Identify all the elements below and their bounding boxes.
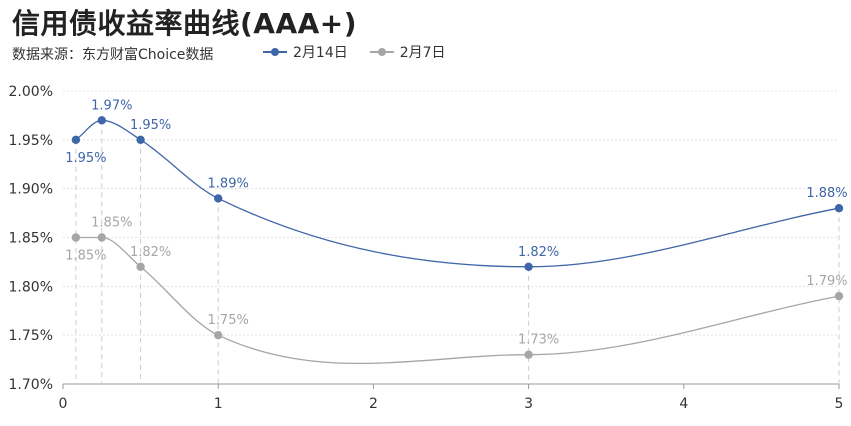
- data-point: [214, 194, 223, 203]
- data-point: [834, 291, 844, 301]
- data-label: 1.85%: [65, 249, 106, 264]
- x-tick-label: 0: [59, 396, 68, 412]
- y-tick-label: 1.85%: [9, 231, 53, 247]
- data-point: [524, 262, 533, 271]
- y-tick-label: 1.75%: [9, 328, 53, 344]
- series-line-2: [75, 236, 840, 365]
- legend: 2月14日 2月7日: [263, 42, 468, 62]
- data-label: 1.82%: [518, 245, 559, 260]
- y-tick-label: 1.95%: [9, 133, 53, 149]
- legend-marker-series-2: [369, 45, 394, 59]
- data-point: [834, 204, 844, 213]
- y-tick-label: 2.00%: [9, 84, 53, 100]
- data-label: 1.82%: [130, 245, 171, 260]
- data-source: 数据来源：东方财富Choice数据: [12, 47, 214, 63]
- data-label: 1.85%: [91, 216, 132, 231]
- series-line-1: [75, 119, 840, 268]
- data-label: 1.73%: [518, 333, 559, 348]
- x-tick-label: 1: [214, 396, 223, 412]
- data-point: [97, 233, 107, 242]
- data-label: 1.75%: [208, 313, 249, 328]
- legend-marker-series-1: [263, 45, 287, 59]
- x-tick-label: 3: [524, 396, 533, 412]
- legend-label-series-2: 2月7日: [399, 45, 446, 61]
- data-label: 1.89%: [208, 176, 249, 191]
- data-point: [71, 233, 81, 242]
- x-tick-label: 5: [835, 396, 844, 412]
- y-tick-label: 1.80%: [9, 279, 53, 295]
- data-point: [214, 330, 223, 340]
- data-label: 1.97%: [91, 98, 132, 113]
- x-tick-label: 2: [369, 396, 378, 412]
- data-point: [136, 135, 145, 145]
- data-label: 1.95%: [130, 118, 171, 133]
- data-point: [524, 350, 533, 359]
- legend-item-series-1: 2月14日: [263, 42, 348, 62]
- data-label: 1.79%: [806, 274, 847, 289]
- data-label: 1.88%: [806, 186, 847, 201]
- legend-item-series-2: 2月7日: [369, 42, 446, 62]
- data-point: [136, 262, 145, 271]
- data-label: 1.95%: [65, 151, 106, 166]
- x-tick-label: 4: [679, 396, 688, 412]
- y-tick-label: 1.70%: [9, 377, 53, 393]
- data-point: [97, 116, 107, 125]
- legend-label-series-1: 2月14日: [293, 45, 348, 61]
- data-point: [71, 135, 81, 145]
- y-tick-label: 1.90%: [9, 182, 53, 198]
- chart-title: 信用债收益率曲线(AAA+): [12, 7, 358, 40]
